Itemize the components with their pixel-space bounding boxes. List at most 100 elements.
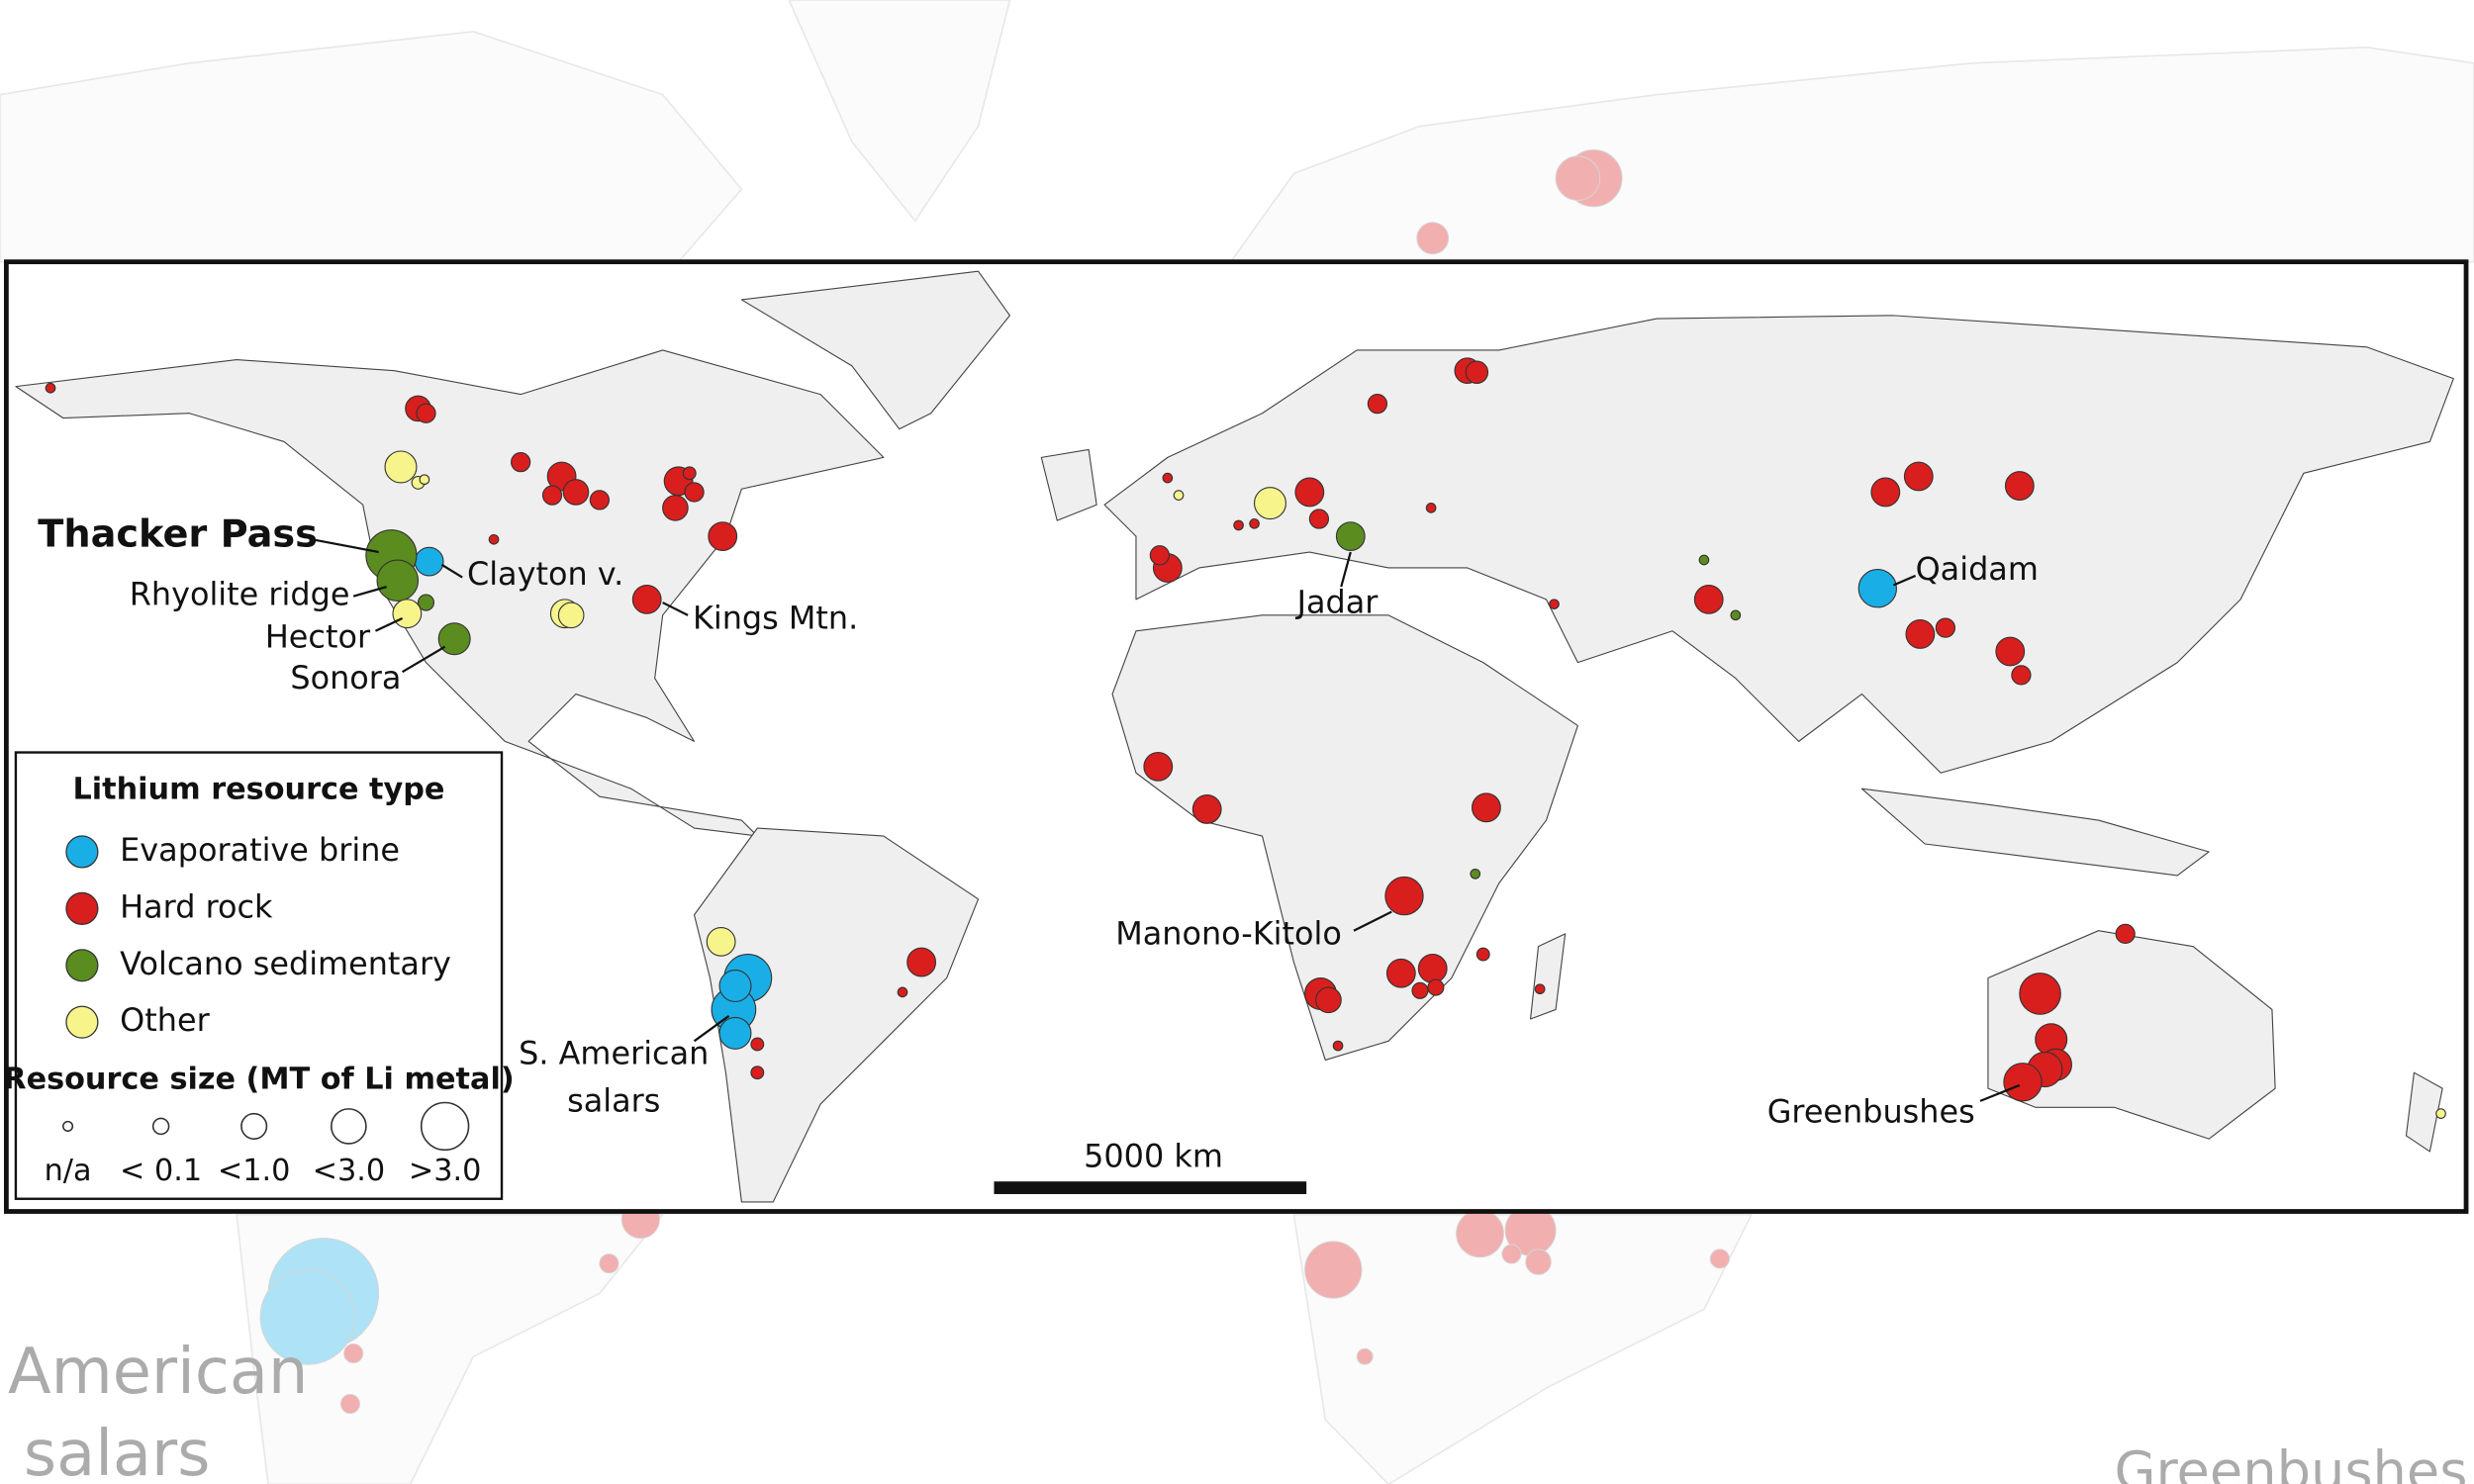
- deposit: [419, 474, 430, 486]
- faded-land: [1229, 46, 2474, 263]
- legend-item: Other: [120, 1001, 210, 1039]
- deposit: [750, 1037, 765, 1052]
- deposit: [45, 382, 56, 394]
- leader-line: [440, 563, 463, 579]
- deposit: [437, 622, 471, 656]
- faded-label: American: [8, 1336, 308, 1409]
- legend-size-label: n/a: [45, 1154, 92, 1188]
- faded-deposit: [1565, 148, 1623, 208]
- legend-swatch: [65, 891, 99, 925]
- deposit: [706, 926, 736, 957]
- faded-land: [788, 0, 1011, 223]
- deposit: [511, 452, 531, 473]
- deposit: [1315, 986, 1342, 1014]
- leader-line: [402, 645, 446, 674]
- faded-land: [236, 1213, 665, 1484]
- faded-deposit: [1304, 1241, 1363, 1299]
- faded-deposit: [1456, 1209, 1504, 1258]
- deposit: [384, 450, 418, 484]
- leader-line: [1979, 1083, 2021, 1102]
- leader-line: [1340, 551, 1352, 588]
- faded-deposit: [1555, 155, 1601, 201]
- deposit: [376, 559, 420, 603]
- faded-deposit: [599, 1253, 619, 1274]
- deposit: [417, 594, 435, 611]
- leader-lines: [312, 538, 2021, 1102]
- legend-size-label: <1.0: [218, 1154, 291, 1188]
- faded-deposit: [259, 1269, 356, 1365]
- deposit: [1903, 461, 1934, 492]
- deposit: [1472, 792, 1501, 823]
- deposit: [1411, 981, 1429, 999]
- legend-item: Volcano sedimentary: [120, 945, 451, 982]
- madagascar: [1530, 933, 1567, 1020]
- deposit: [1149, 545, 1171, 566]
- deposit: [897, 986, 908, 998]
- place-label: Rhyolite ridge: [130, 576, 350, 613]
- faded-land: [0, 31, 743, 263]
- deposit: [1475, 947, 1490, 962]
- leader-line: [662, 602, 689, 616]
- place-label: Kings Mtn.: [693, 600, 858, 637]
- place-label: salars: [567, 1081, 660, 1119]
- leader-line: [1353, 910, 1392, 932]
- deposit: [1693, 584, 1724, 614]
- leader-line: [312, 538, 379, 554]
- deposit: [1534, 983, 1546, 995]
- deposit: [708, 521, 738, 552]
- deposits: [45, 357, 2446, 1119]
- deposit: [1385, 958, 1416, 988]
- legend-item: Evaporative brine: [120, 831, 400, 869]
- deposit: [2004, 471, 2035, 501]
- faded-deposit: [339, 1393, 361, 1415]
- faded-deposit: [1356, 1347, 1374, 1365]
- deposit: [1417, 954, 1448, 983]
- deposit: [1425, 503, 1437, 513]
- place-label: S. American: [519, 1035, 709, 1072]
- deposit: [1143, 751, 1174, 782]
- africa: [1111, 614, 1578, 1061]
- legend-size-swatch: [61, 1120, 74, 1132]
- deposit: [1857, 569, 1898, 608]
- faded-deposit: [267, 1238, 380, 1349]
- faded-label: salars: [24, 1418, 211, 1484]
- deposit: [1191, 794, 1222, 824]
- place-label: Manono-Kitolo: [1115, 914, 1342, 952]
- leader-line: [693, 1014, 730, 1043]
- continents: [15, 270, 2454, 1203]
- deposit: [1249, 517, 1260, 529]
- deposit: [589, 490, 610, 510]
- deposit: [1162, 472, 1174, 484]
- deposit: [1253, 487, 1286, 520]
- place-label: Thacker Pass: [38, 512, 318, 557]
- deposit: [750, 1066, 765, 1080]
- deposit: [416, 403, 436, 423]
- deposit: [392, 599, 423, 629]
- faded-deposit: [1416, 222, 1450, 255]
- place-label: Jadar: [1295, 584, 1380, 621]
- deposit: [1332, 1040, 1344, 1052]
- south-america: [693, 827, 980, 1203]
- deposit: [1384, 876, 1424, 916]
- legend-size-swatch: [331, 1108, 367, 1145]
- british-isles: [1040, 448, 1097, 521]
- faded-land: [1292, 1213, 1754, 1484]
- deposit: [1935, 617, 1956, 638]
- legend-size-swatch: [240, 1112, 268, 1140]
- deposit: [1995, 636, 2026, 667]
- faded-deposit: [1501, 1244, 1522, 1264]
- faded-deposit: [1525, 1249, 1552, 1275]
- deposit: [562, 479, 590, 506]
- deposit: [541, 485, 563, 506]
- legend-item: Hard rock: [120, 887, 273, 925]
- deposit: [1730, 609, 1742, 621]
- deposit: [1465, 360, 1489, 384]
- faded-deposit: [1709, 1249, 1730, 1269]
- deposit: [1470, 868, 1481, 880]
- legend-size-title: Resource size (MT of Li metal): [3, 1063, 514, 1097]
- legend-size-swatch: [420, 1101, 470, 1152]
- legend-size-label: < 0.1: [120, 1154, 202, 1188]
